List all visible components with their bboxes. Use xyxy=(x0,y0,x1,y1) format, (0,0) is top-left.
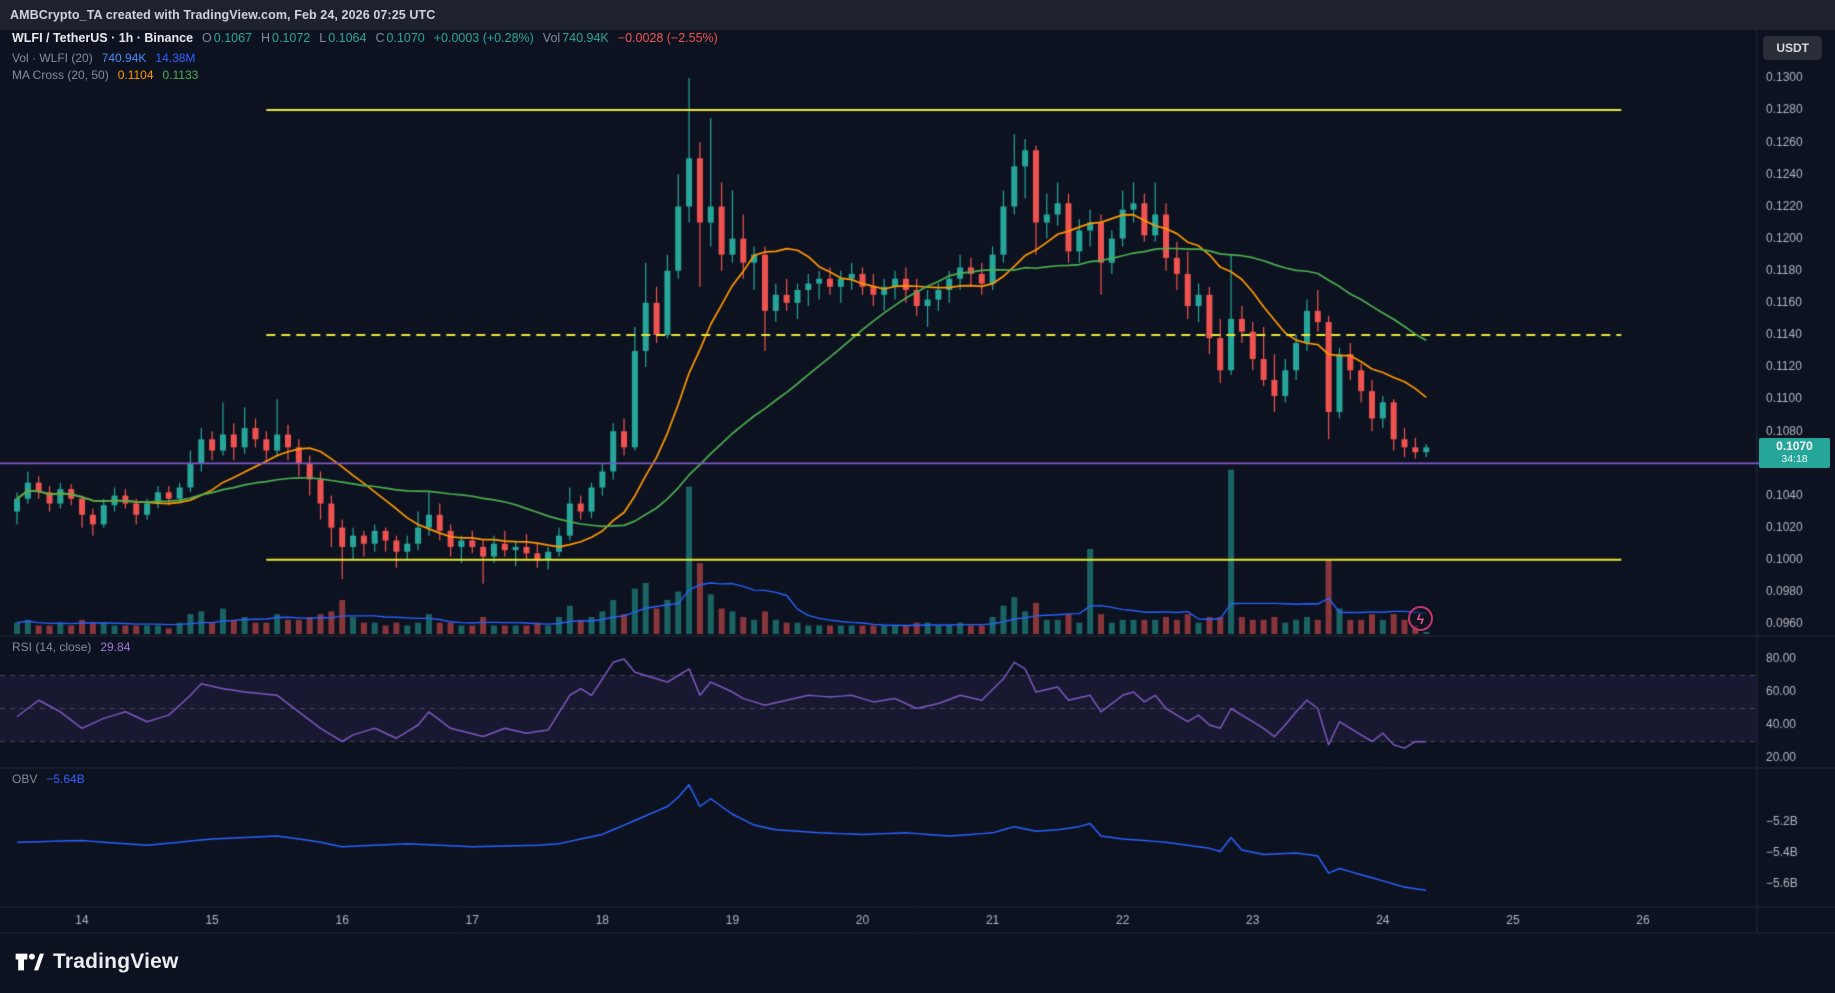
vol-value: 740.94K xyxy=(562,31,609,45)
symbol-legend: WLFI / TetherUS · 1h · Binance O 0.1067 H… xyxy=(12,31,718,45)
brand-name[interactable]: TradingView xyxy=(53,950,179,973)
tradingview-logo-icon[interactable] xyxy=(14,950,44,974)
open-label: O xyxy=(202,31,212,45)
high-value: 0.1072 xyxy=(272,31,311,45)
change-value: +0.0003 (+0.28%) xyxy=(433,31,534,45)
high-label: H xyxy=(261,31,271,45)
volume-indicator-label: Vol · WLFI (20) xyxy=(12,51,93,65)
close-label: C xyxy=(375,31,385,45)
obv-legend: OBV −5.64B xyxy=(12,772,85,786)
last-price-value: 0.1070 xyxy=(1776,439,1813,454)
flash-icon[interactable]: ϟ xyxy=(1408,606,1433,631)
rsi-value: 29.84 xyxy=(100,640,131,654)
obv-label: OBV xyxy=(12,772,38,786)
low-value: 0.1064 xyxy=(328,31,367,45)
currency-toggle-button[interactable]: USDT xyxy=(1763,36,1822,60)
rsi-label: RSI (14, close) xyxy=(12,640,92,654)
ma-fast-value: 0.1104 xyxy=(117,68,154,82)
vol-label: Vol xyxy=(542,31,561,45)
bar-countdown: 34:18 xyxy=(1781,453,1808,466)
low-label: L xyxy=(319,31,327,45)
open-value: 0.1067 xyxy=(213,31,252,45)
obv-value: −5.64B xyxy=(46,772,85,786)
footer-bar: TradingView xyxy=(0,931,1835,993)
attribution-bar: AMBCrypto_TA created with TradingView.co… xyxy=(0,0,1835,30)
ma-slow-value: 0.1133 xyxy=(162,68,199,82)
close-value: 0.1070 xyxy=(386,31,425,45)
volume-indicator-legend: Vol · WLFI (20) 740.94K 14.38M xyxy=(12,51,195,65)
volume-indicator-value: 740.94K xyxy=(101,51,147,65)
volume-ma-value: 14.38M xyxy=(155,51,196,65)
attribution-text: AMBCrypto_TA created with TradingView.co… xyxy=(10,8,436,22)
vol-change-value: −0.0028 (−2.55%) xyxy=(617,31,718,45)
ma-cross-legend: MA Cross (20, 50) 0.1104 0.1133 xyxy=(12,68,198,82)
symbol-title: WLFI / TetherUS · 1h · Binance xyxy=(12,31,194,45)
price-badge: 0.1070 34:18 xyxy=(1759,438,1830,469)
rsi-legend: RSI (14, close) 29.84 xyxy=(12,640,130,654)
ma-cross-label: MA Cross (20, 50) xyxy=(12,68,109,82)
